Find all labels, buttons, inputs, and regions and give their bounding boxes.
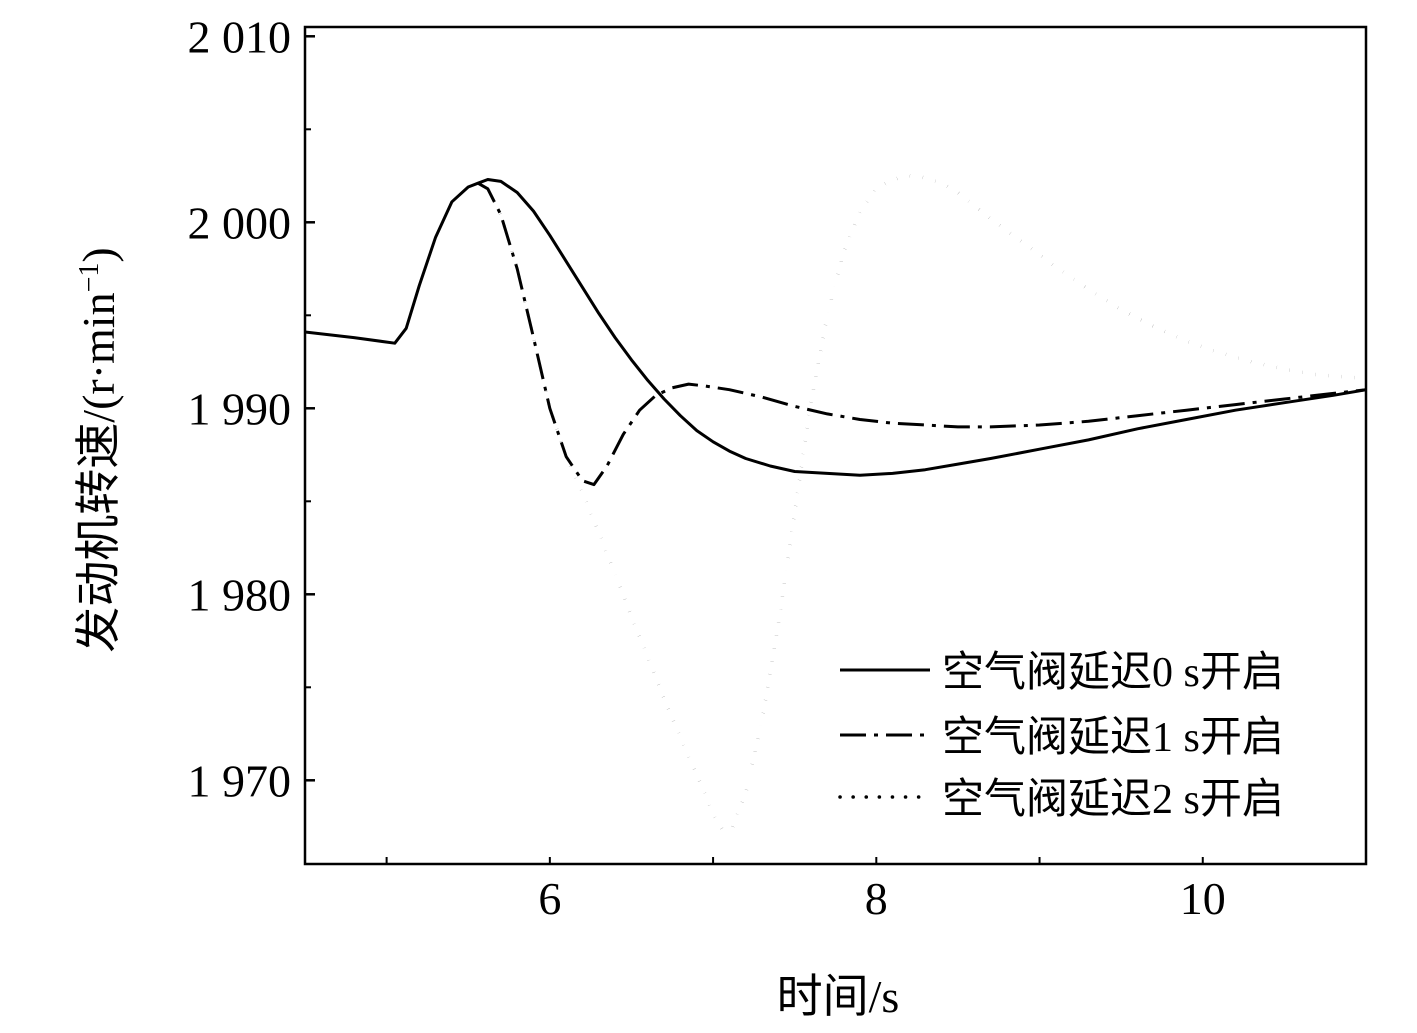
y-axis-title-close: ) [73,247,124,262]
plot-frame [303,25,1368,866]
axes: 1 970 1 980 1 990 2 000 2 010 6 8 10 [188,11,1368,924]
y-tick-label: 2 010 [188,11,292,62]
y-axis-title-main: 发动机转速/(r·min [73,292,124,652]
legend: 空气阀延迟0 s开启 空气阀延迟1 s开启 空气阀延迟2 s开启 [838,649,1284,823]
series-line-1 [477,181,1366,487]
legend-label-2: 空气阀延迟2 s开启 [942,776,1284,823]
y-tick-label: 1 980 [188,569,292,620]
x-axis-title: 时间/s [777,971,900,1022]
y-axis-title: 发动机转速/(r·min−1) [73,247,124,652]
x-tick-label: 8 [865,873,888,924]
x-tick-label: 10 [1180,873,1226,924]
x-tick-label: 6 [538,873,561,924]
y-tick-label: 2 000 [188,197,292,248]
y-axis-title-superscript: −1 [74,263,105,293]
legend-label-1: 空气阀延迟1 s开启 [942,714,1284,761]
y-tick-label: 1 970 [188,755,292,806]
y-tick-label: 1 990 [188,383,292,434]
plot-area [305,174,1366,833]
series-line-0 [305,178,1366,477]
legend-label-0: 空气阀延迟0 s开启 [942,649,1284,696]
